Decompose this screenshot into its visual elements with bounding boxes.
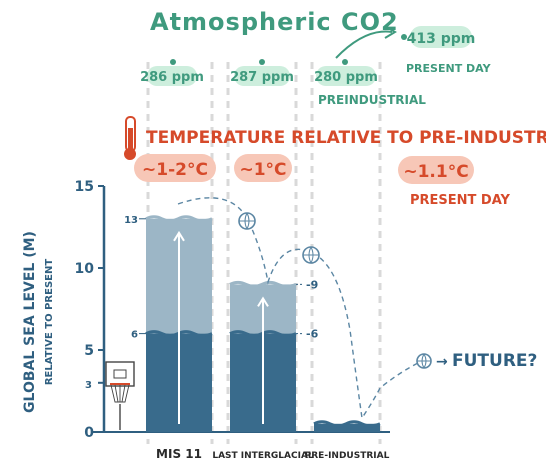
category-label: Pre-industrial <box>305 451 390 461</box>
temperature-title: Temperature relative to pre-industrial <box>146 128 546 148</box>
category-label: Last Interglacial <box>212 451 314 461</box>
future-label: Future? <box>452 351 537 371</box>
co2-preindustrial-label: Preindustrial <box>318 93 426 107</box>
thermometer-icon <box>124 116 136 160</box>
bar-lower-wave <box>313 420 381 428</box>
bar-lower <box>314 423 380 432</box>
co2-present: 413 ppm <box>407 31 476 47</box>
rise-arrowhead-icon <box>173 230 185 242</box>
y-tick-label: 3 <box>85 380 92 391</box>
co2-bubbles: 286 ppm 287 ppm 280 ppm Preindustrial 41… <box>140 26 492 107</box>
temperature-present: ~1.1°C <box>403 162 468 182</box>
y-tick-label: 5 <box>84 343 94 359</box>
category-label: MIS 11 <box>156 447 202 461</box>
y-tick-label: 0 <box>84 425 94 441</box>
bar-value-label: -9 <box>306 278 318 291</box>
bar-value-label: -6 <box>306 328 319 341</box>
future-arrow-icon: → <box>436 354 448 370</box>
co2-last-interglacial: 287 ppm <box>230 70 294 85</box>
co2-title: Atmospheric CO2 <box>150 8 399 36</box>
co2-present-label: Present day <box>406 62 492 75</box>
bar-value-label: 6 <box>131 330 138 341</box>
ball-trajectory <box>177 197 421 420</box>
bar-upper-wave <box>229 280 297 288</box>
co2-preindustrial: 280 ppm <box>314 70 378 85</box>
co2-mis11: 286 ppm <box>140 70 204 85</box>
y-tick-label: 10 <box>75 261 95 277</box>
temperature-bubbles: ~1-2°C ~1°C ~1.1°C Present day <box>134 154 511 208</box>
basketball-icon <box>238 212 256 230</box>
y-axis-sublabel: relative to present <box>44 259 55 386</box>
y-axis-label: Global sea level (m) <box>22 231 38 413</box>
temperature-present-label: Present day <box>410 193 511 208</box>
basketball-icon <box>302 246 320 264</box>
bar-value-label: 13 <box>124 215 138 226</box>
co2-present-arrow <box>335 30 393 59</box>
bars: 13 6 -9 -6 <box>124 215 381 432</box>
bar-upper-wave <box>145 215 213 223</box>
y-tick-label: 15 <box>75 179 94 195</box>
basketball-icon <box>416 353 432 369</box>
category-labels: MIS 11 Last InterglacialPre-industrial <box>156 447 390 461</box>
rise-arrowhead-icon <box>257 296 269 307</box>
y-axis-ticks: 0 5 10 15 3 <box>75 179 104 441</box>
temperature-mis11: ~1-2°C <box>142 160 208 180</box>
basketball-hoop-icon <box>105 361 135 430</box>
temperature-last-interglacial: ~1°C <box>239 160 286 180</box>
co2-present-arrowhead-icon <box>384 25 397 39</box>
